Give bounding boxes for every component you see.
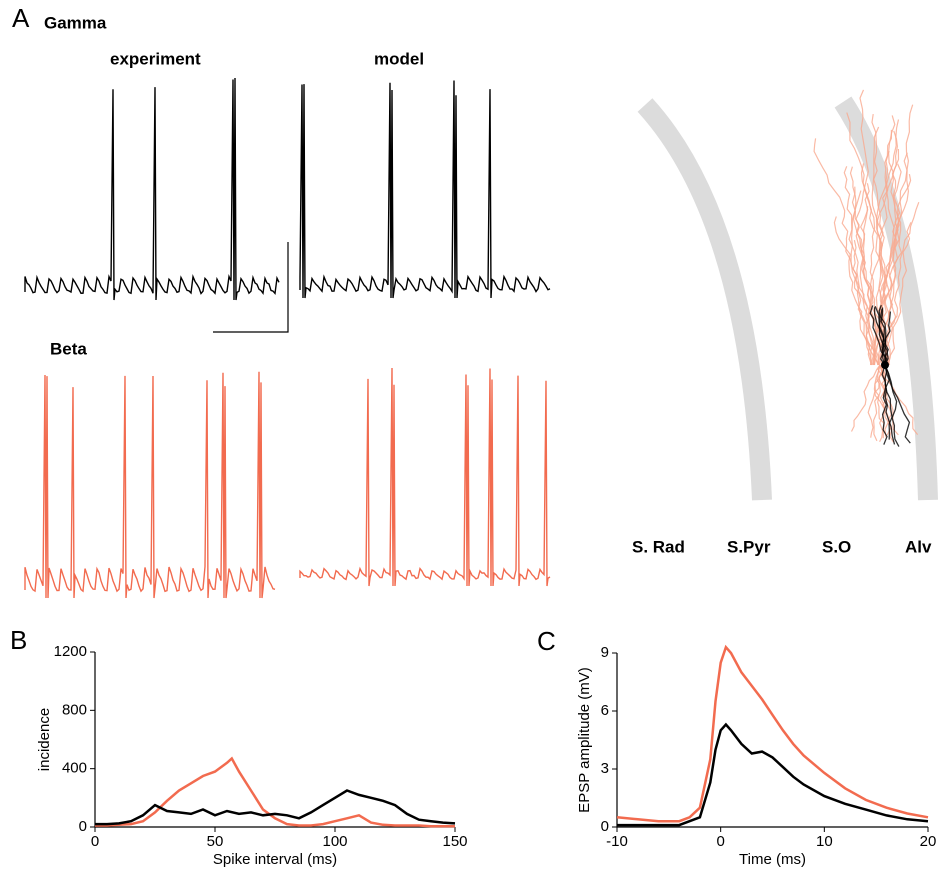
dendrite <box>881 364 890 445</box>
dendrite <box>884 364 911 444</box>
dendrite <box>879 307 886 366</box>
trace-label: experiment <box>110 49 201 68</box>
scale-bar <box>213 242 289 333</box>
y-tick-label: 400 <box>62 760 87 777</box>
dendrite <box>877 104 914 366</box>
panel-title: Gamma <box>44 13 107 32</box>
dendrite <box>884 364 900 447</box>
layer-label: Alv <box>905 537 932 556</box>
dendrite <box>884 311 892 366</box>
layer-label: S. Rad <box>632 537 685 556</box>
x-tick-label: 0 <box>716 833 724 850</box>
dendrite <box>855 89 876 366</box>
layer-label: S.O <box>822 537 851 556</box>
y-axis-label: incidence <box>36 708 53 771</box>
dendrite <box>878 364 886 443</box>
panel-label: A <box>12 3 30 33</box>
y-axis-label: EPSP amplitude (mV) <box>576 667 593 813</box>
x-axis-label: Spike interval (ms) <box>213 851 337 868</box>
voltage-trace <box>299 368 551 587</box>
y-tick-label: 3 <box>601 760 609 777</box>
data-line <box>616 644 929 823</box>
x-tick-label: 150 <box>442 833 467 850</box>
dendrite <box>813 138 874 366</box>
dendrite <box>852 239 880 366</box>
data-line <box>95 789 456 826</box>
panel-label: C <box>537 626 556 656</box>
soma <box>881 361 889 369</box>
y-tick-label: 0 <box>79 818 87 835</box>
voltage-trace <box>24 78 280 301</box>
dendrite <box>874 305 889 366</box>
x-axis-label: Time (ms) <box>739 851 806 868</box>
voltage-trace <box>24 371 276 599</box>
y-tick-label: 0 <box>601 818 609 835</box>
trace-label: model <box>374 49 424 68</box>
dendrite <box>878 304 886 366</box>
data-line <box>617 722 929 827</box>
dendrite <box>860 163 877 366</box>
axis <box>616 653 928 828</box>
x-tick-label: 50 <box>207 833 224 850</box>
y-tick-label: 9 <box>601 644 609 661</box>
layer-band <box>637 98 772 501</box>
dendrite <box>887 222 912 366</box>
panel-label: B <box>10 625 27 655</box>
dendrite <box>850 190 878 366</box>
voltage-trace <box>299 80 551 299</box>
y-tick-label: 800 <box>62 701 87 718</box>
x-tick-label: -10 <box>606 833 628 850</box>
trace-label: Beta <box>50 339 87 358</box>
x-tick-label: 100 <box>322 833 347 850</box>
axis <box>94 652 455 828</box>
dendrite <box>850 364 881 432</box>
x-tick-label: 0 <box>91 833 99 850</box>
y-tick-label: 6 <box>601 702 609 719</box>
x-tick-label: 10 <box>816 833 833 850</box>
dendrite <box>878 150 890 366</box>
dendrite <box>884 364 893 440</box>
layer-label: S.Pyr <box>727 537 771 556</box>
y-tick-label: 1200 <box>54 643 87 660</box>
dendrite <box>881 364 896 445</box>
data-line <box>95 756 455 828</box>
x-tick-label: 20 <box>920 833 937 850</box>
